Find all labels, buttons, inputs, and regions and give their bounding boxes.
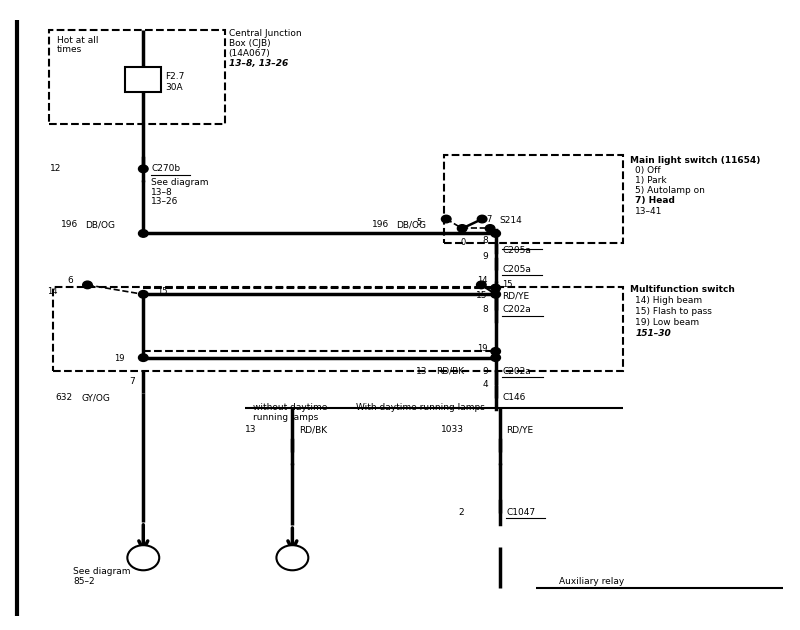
Text: 13–26: 13–26 xyxy=(151,197,178,206)
Text: 15: 15 xyxy=(476,291,488,300)
Text: C202a: C202a xyxy=(502,367,530,376)
Text: 0) Off: 0) Off xyxy=(635,166,661,175)
Text: 196: 196 xyxy=(61,220,78,229)
Text: times: times xyxy=(57,45,82,54)
Text: See diagram: See diagram xyxy=(151,178,209,187)
Circle shape xyxy=(138,165,148,173)
Circle shape xyxy=(491,348,501,355)
Bar xyxy=(125,67,161,93)
Text: C270b: C270b xyxy=(151,164,180,173)
Text: 8: 8 xyxy=(482,306,488,314)
Circle shape xyxy=(127,545,159,570)
Text: C202a: C202a xyxy=(502,306,530,314)
Text: 15: 15 xyxy=(502,280,513,289)
Text: Box (CJB): Box (CJB) xyxy=(229,39,270,48)
Circle shape xyxy=(477,281,486,289)
Text: RD/BK: RD/BK xyxy=(436,367,464,376)
Text: 5: 5 xyxy=(416,218,421,227)
Circle shape xyxy=(82,281,92,289)
Text: 1) Park: 1) Park xyxy=(635,176,667,185)
Circle shape xyxy=(478,215,487,223)
Text: GY/OG: GY/OG xyxy=(81,393,110,403)
Text: 8: 8 xyxy=(482,236,488,246)
Text: C205a: C205a xyxy=(502,265,531,274)
Text: 19) Low beam: 19) Low beam xyxy=(635,318,699,326)
Text: 30A: 30A xyxy=(165,83,182,92)
Text: RD/YE: RD/YE xyxy=(502,291,529,300)
Text: S214: S214 xyxy=(500,216,522,226)
Text: B: B xyxy=(289,553,296,562)
Text: 151–30: 151–30 xyxy=(635,329,671,338)
Text: Hot at all: Hot at all xyxy=(57,36,98,45)
Text: 7) Head: 7) Head xyxy=(635,196,675,205)
Circle shape xyxy=(138,354,148,362)
Text: 5) Autolamp on: 5) Autolamp on xyxy=(635,186,705,195)
Text: 7: 7 xyxy=(486,215,491,224)
Text: Central Junction: Central Junction xyxy=(229,29,302,38)
Text: 13: 13 xyxy=(245,425,257,434)
Text: 15: 15 xyxy=(157,287,167,296)
Text: 0: 0 xyxy=(461,238,466,247)
Text: A: A xyxy=(140,553,146,562)
Text: See diagram: See diagram xyxy=(73,567,130,576)
Text: 7: 7 xyxy=(130,377,135,386)
Text: 1033: 1033 xyxy=(441,425,464,434)
Text: without daytime: without daytime xyxy=(253,403,327,412)
Text: 19: 19 xyxy=(114,355,125,364)
Text: Main light switch (11654): Main light switch (11654) xyxy=(630,156,760,164)
Text: C1047: C1047 xyxy=(506,508,535,517)
Text: 12: 12 xyxy=(50,164,61,173)
Circle shape xyxy=(491,230,501,238)
Text: C146: C146 xyxy=(502,393,526,403)
Text: Multifunction switch: Multifunction switch xyxy=(630,285,734,294)
Text: 6: 6 xyxy=(67,276,73,285)
Circle shape xyxy=(442,215,451,223)
Text: 2: 2 xyxy=(458,508,464,517)
Text: 9: 9 xyxy=(482,367,488,376)
Circle shape xyxy=(458,225,467,232)
Circle shape xyxy=(138,230,148,238)
Text: 13: 13 xyxy=(417,367,428,376)
Text: F2.7: F2.7 xyxy=(165,72,184,81)
Text: 14: 14 xyxy=(477,276,488,285)
Circle shape xyxy=(277,545,308,570)
Text: RD/YE: RD/YE xyxy=(506,425,533,434)
Text: 13–41: 13–41 xyxy=(635,207,662,216)
Text: 85–2: 85–2 xyxy=(73,577,94,586)
Circle shape xyxy=(138,290,148,298)
Text: With daytime running lamps: With daytime running lamps xyxy=(356,403,485,412)
Circle shape xyxy=(486,225,495,232)
Text: 9: 9 xyxy=(482,252,488,261)
Text: 14: 14 xyxy=(46,287,57,296)
Text: 14) High beam: 14) High beam xyxy=(635,296,702,305)
Text: 632: 632 xyxy=(55,393,73,403)
Text: DB/OG: DB/OG xyxy=(396,220,426,229)
Text: 13–8: 13–8 xyxy=(151,188,173,197)
Text: running lamps: running lamps xyxy=(253,413,318,422)
Text: C205a: C205a xyxy=(502,246,531,255)
Text: 19: 19 xyxy=(477,344,488,353)
Text: 196: 196 xyxy=(372,220,390,229)
Circle shape xyxy=(491,290,501,298)
Circle shape xyxy=(491,354,501,362)
Text: 15) Flash to pass: 15) Flash to pass xyxy=(635,307,712,316)
Text: DB/OG: DB/OG xyxy=(85,220,115,229)
Text: (14A067): (14A067) xyxy=(229,49,270,58)
Text: RD/BK: RD/BK xyxy=(298,425,327,434)
Text: 13–8, 13–26: 13–8, 13–26 xyxy=(229,59,288,68)
Text: Auxiliary relay: Auxiliary relay xyxy=(559,577,625,586)
Text: 4: 4 xyxy=(482,380,488,389)
Circle shape xyxy=(491,284,501,292)
